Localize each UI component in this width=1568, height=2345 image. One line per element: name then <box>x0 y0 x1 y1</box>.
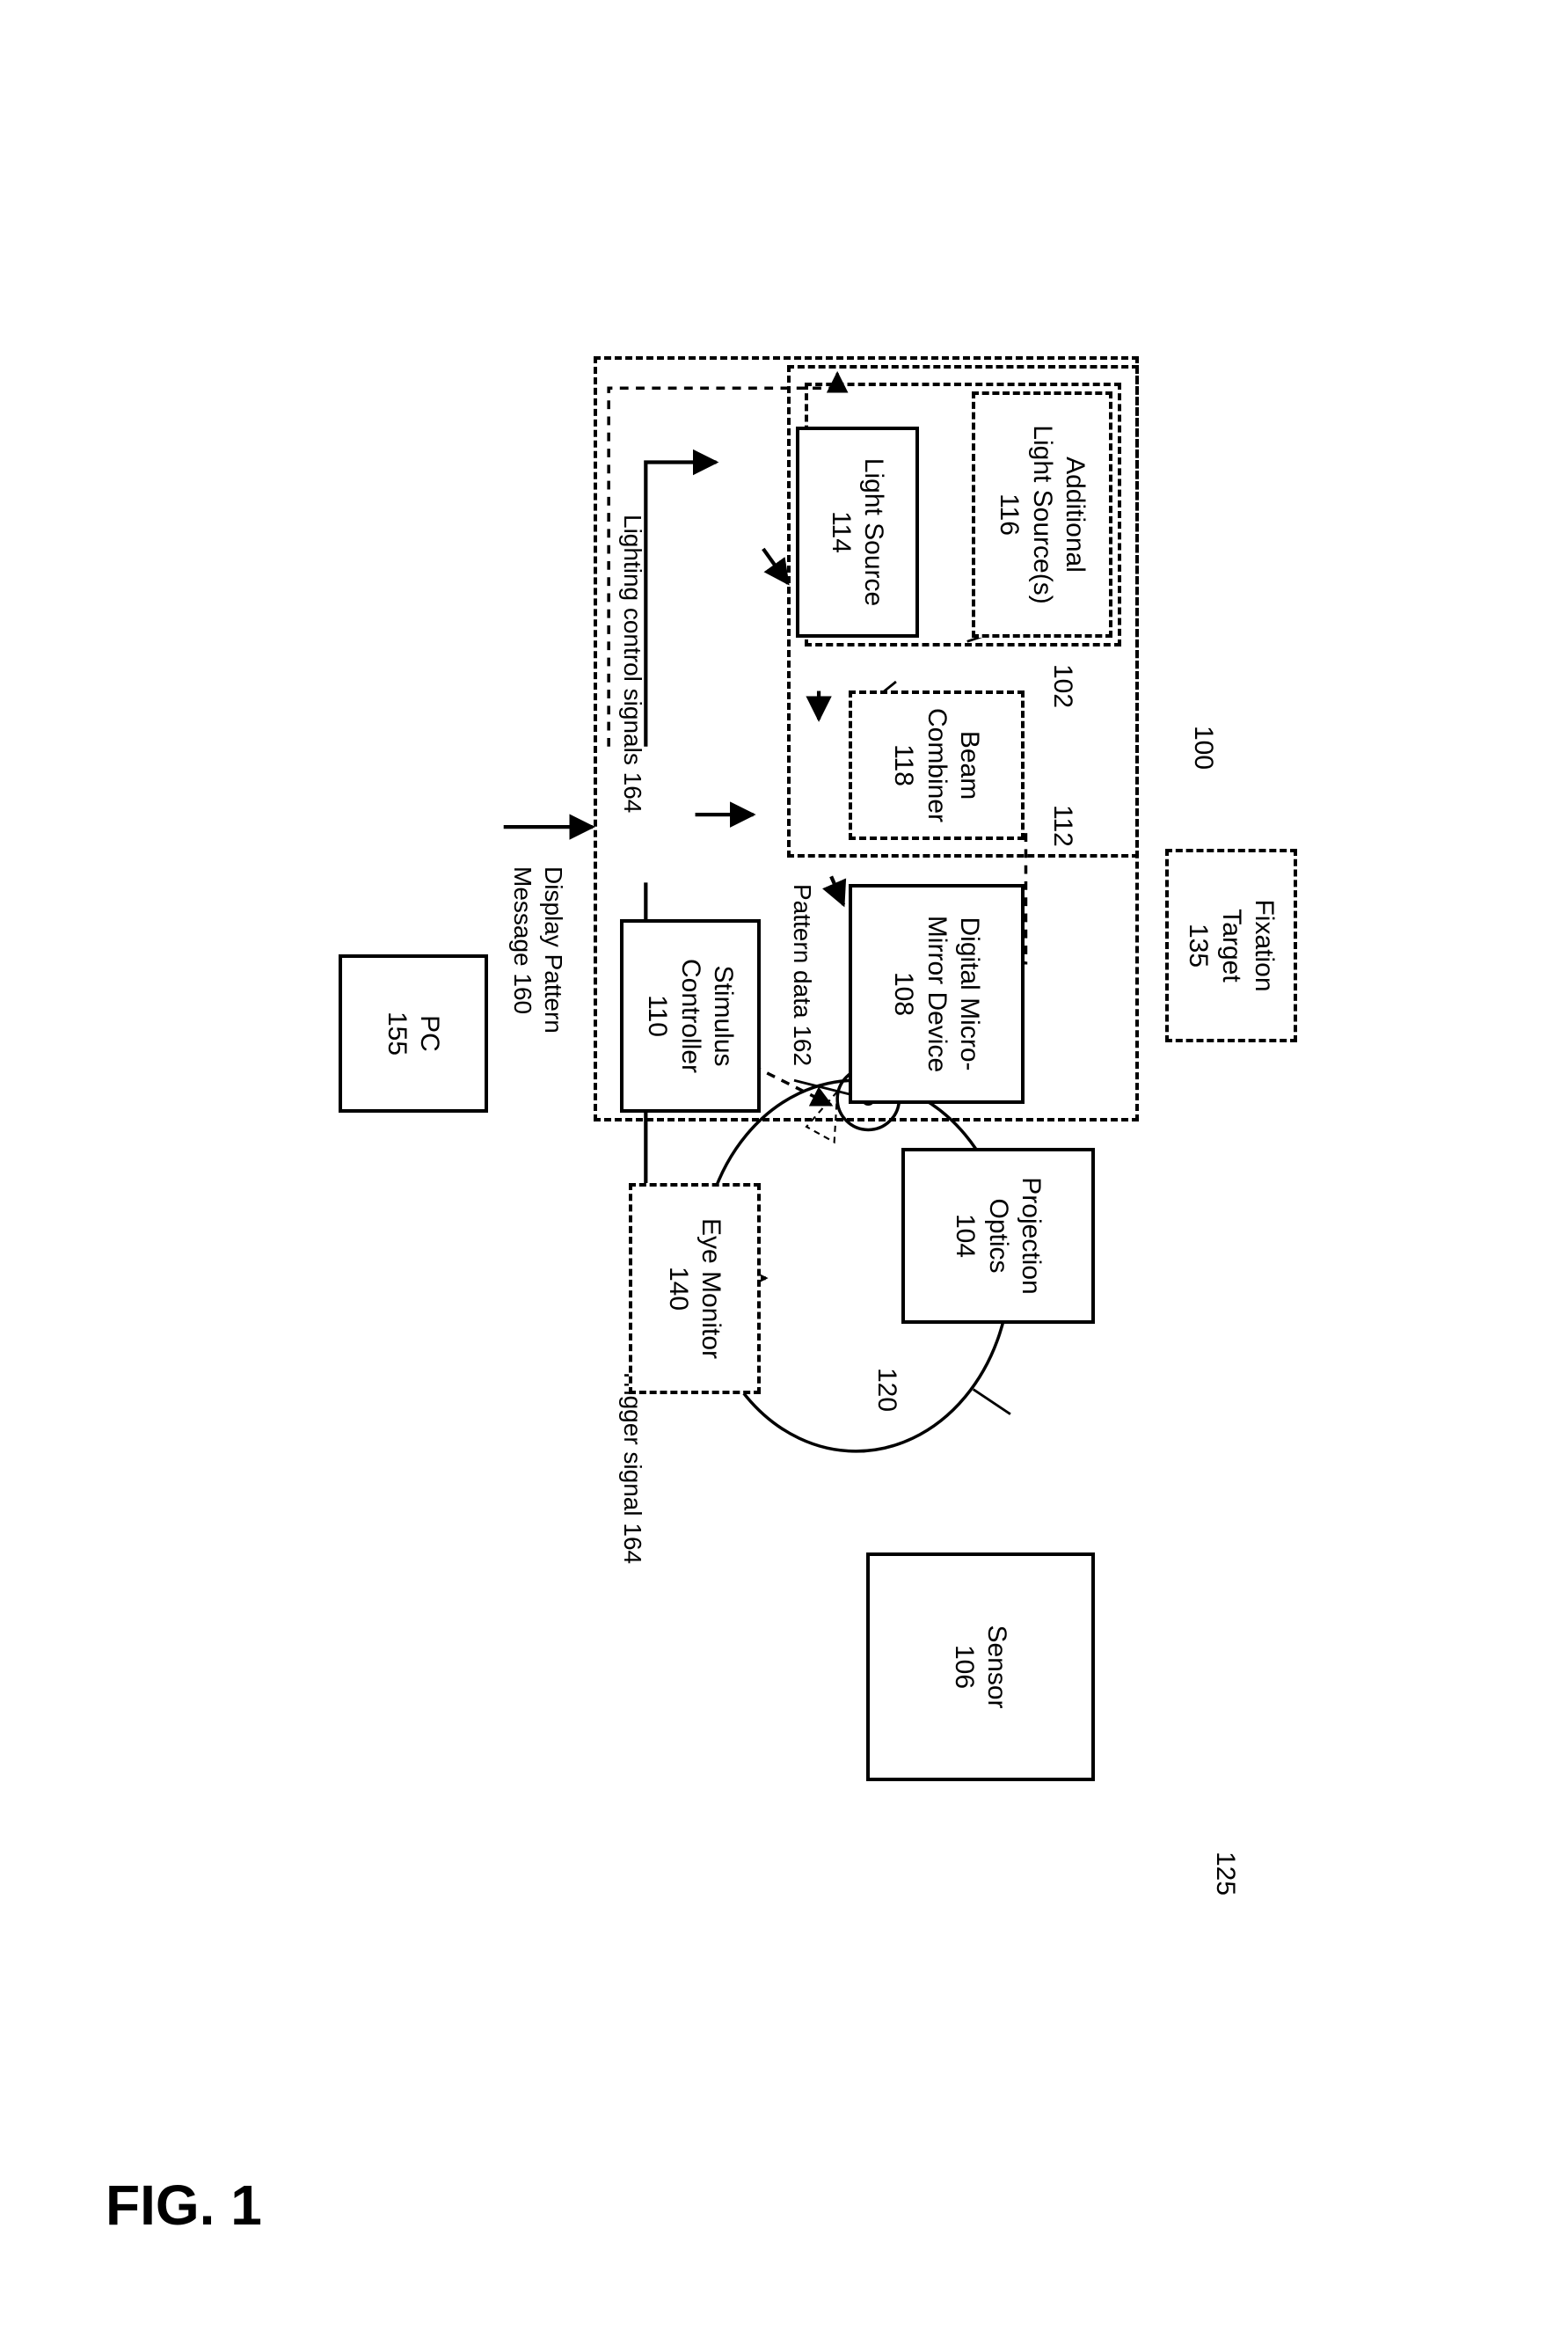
label-display-msg-1: Display Pattern <box>539 866 567 1034</box>
diagram-canvas: Additional Light Source(s) 116 Light Sou… <box>31 339 1568 1482</box>
text: Combiner <box>920 708 953 822</box>
box-beam-combiner: Beam Combiner 118 <box>849 690 1025 840</box>
label-display-msg-2: Message 160 <box>508 866 536 1014</box>
box-pc: PC 155 <box>339 954 488 1113</box>
text: Beam <box>953 731 987 800</box>
ref-num: 135 <box>1182 924 1215 968</box>
text: Mirror Device <box>920 916 953 1072</box>
text: Sensor <box>981 1625 1014 1708</box>
ref-num: 106 <box>948 1645 981 1689</box>
text: Target <box>1214 909 1248 982</box>
label-125: 125 <box>1210 1852 1240 1896</box>
ref-num: 104 <box>949 1214 982 1258</box>
ref-num: 110 <box>641 995 675 1037</box>
box-eye-monitor: Eye Monitor 140 <box>629 1183 761 1394</box>
text: Stimulus <box>707 965 740 1066</box>
box-stimulus-controller: Stimulus Controller 110 <box>620 919 761 1113</box>
ref-num: 108 <box>887 972 921 1016</box>
label-trigger: Trigger signal 164 <box>618 1368 646 1564</box>
label-100: 100 <box>1188 726 1218 770</box>
ref-num: 140 <box>662 1267 696 1311</box>
text: Additional <box>1059 457 1092 573</box>
ref-num: 116 <box>993 493 1026 536</box>
figure-title: FIG. 1 <box>106 2173 262 2238</box>
ref-num: 155 <box>381 1012 414 1056</box>
text: Fixation <box>1248 899 1281 991</box>
ref-num: 118 <box>887 744 921 786</box>
label-pattern-data: Pattern data 162 <box>788 884 816 1066</box>
box-projection-optics: Projection Optics 104 <box>901 1148 1095 1324</box>
ref-num: 114 <box>825 511 858 553</box>
box-additional-light-source: Additional Light Source(s) 116 <box>972 391 1112 638</box>
text: Light Source(s) <box>1025 425 1059 603</box>
text: Eye Monitor <box>695 1218 728 1359</box>
label-120: 120 <box>872 1368 901 1412</box>
box-dmd: Digital Micro- Mirror Device 108 <box>849 884 1025 1104</box>
text: Projection <box>1015 1177 1048 1294</box>
text: Light Source <box>857 458 891 606</box>
text: PC <box>413 1015 447 1052</box>
text: Controller <box>674 959 707 1073</box>
box-light-source: Light Source 114 <box>796 427 919 638</box>
text: Digital Micro- <box>953 917 987 1070</box>
box-fixation-target: Fixation Target 135 <box>1165 849 1297 1042</box>
box-sensor: Sensor 106 <box>866 1552 1095 1781</box>
label-lighting: Lighting control signals 164 <box>618 515 646 813</box>
text: Optics <box>981 1198 1015 1273</box>
